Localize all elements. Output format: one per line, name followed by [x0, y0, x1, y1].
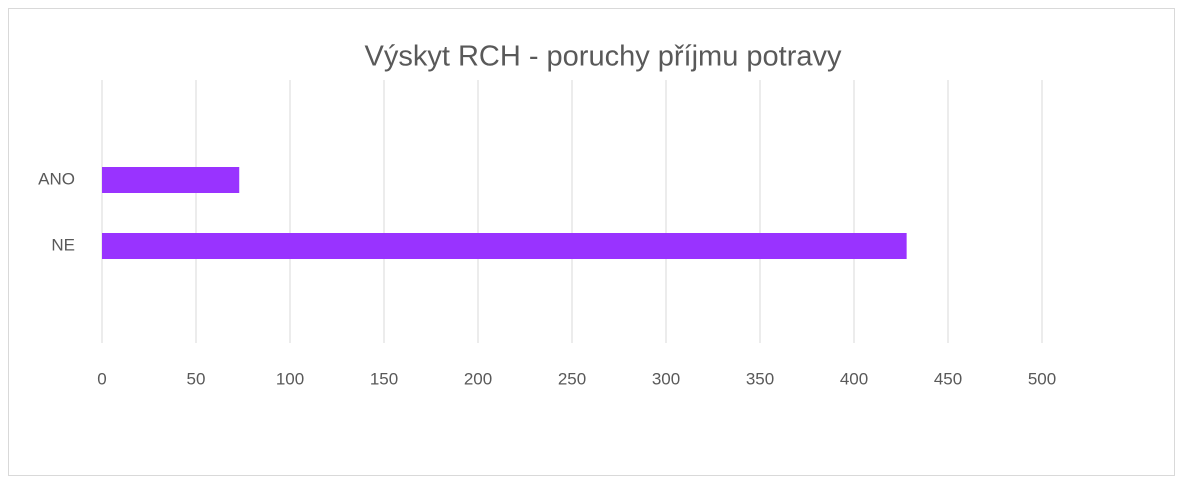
- x-tick-label: 250: [558, 369, 586, 388]
- bar: [102, 233, 907, 259]
- x-tick-label: 50: [187, 369, 206, 388]
- y-tick-label: ANO: [38, 169, 75, 188]
- chart-title: Výskyt RCH - poruchy příjmu potravy: [364, 41, 842, 73]
- x-tick-label: 400: [840, 369, 868, 388]
- x-tick-label: 500: [1028, 369, 1056, 388]
- x-tick-label: 200: [464, 369, 492, 388]
- x-tick-label: 450: [934, 369, 962, 388]
- x-tick-label: 100: [276, 369, 304, 388]
- x-tick-label: 300: [652, 369, 680, 388]
- bar: [102, 167, 240, 193]
- x-tick-label: 150: [370, 369, 398, 388]
- x-tick-label: 350: [746, 369, 774, 388]
- x-tick-label: 0: [97, 369, 106, 388]
- y-tick-label: NE: [51, 235, 75, 254]
